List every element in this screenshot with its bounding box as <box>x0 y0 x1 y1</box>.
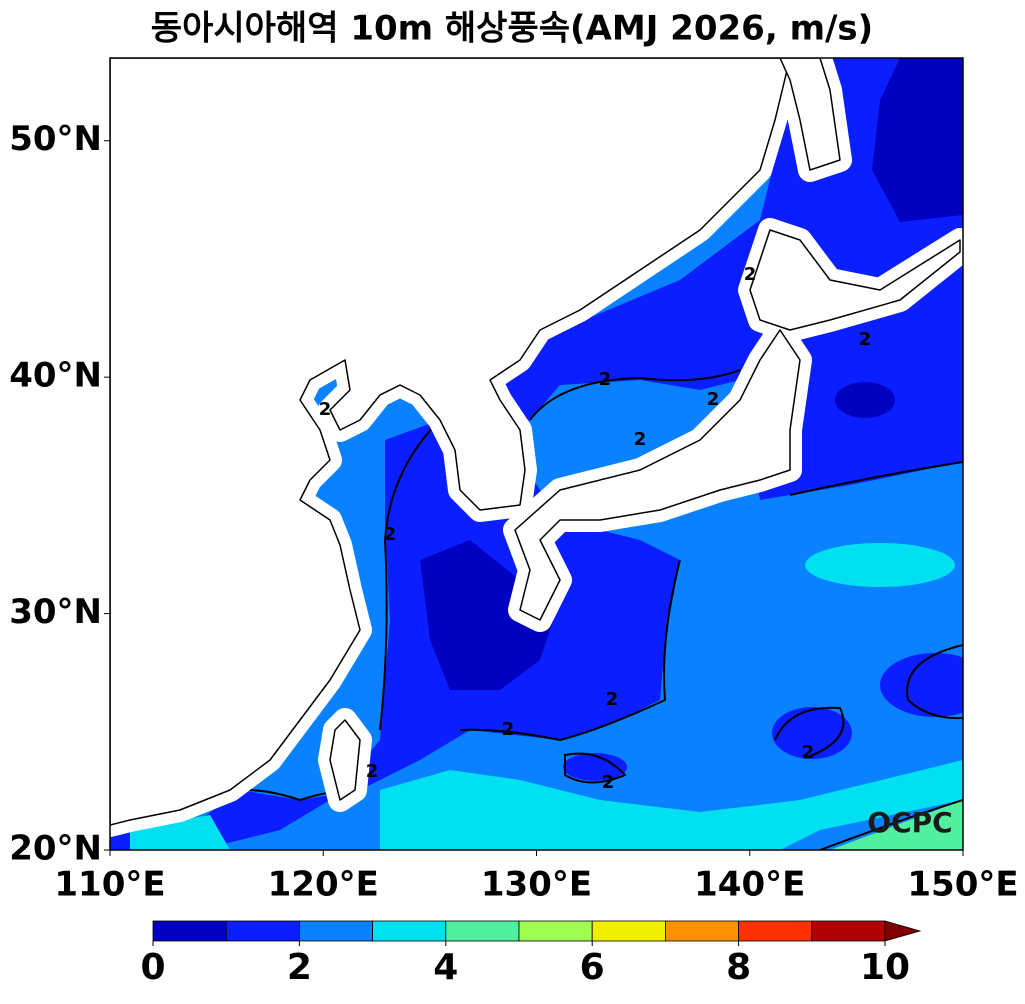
y-tick-label: 50°N <box>9 119 102 159</box>
colorbar-segment <box>372 920 447 942</box>
colorbar-segment <box>445 920 520 942</box>
colorbar-tick-label: 10 <box>860 947 910 988</box>
x-tick-label: 120°E <box>268 865 379 905</box>
x-tick-label: 130°E <box>481 865 592 905</box>
land <box>110 58 963 837</box>
contour-label: 2 <box>707 389 720 410</box>
contour-line <box>529 369 741 421</box>
y-tick-label: 30°N <box>9 592 102 632</box>
map-field <box>110 58 963 850</box>
y-tick-label: 40°N <box>9 356 102 396</box>
colorbar-segment <box>665 920 740 942</box>
x-tick-label: 140°E <box>694 865 805 905</box>
contour-line <box>819 799 963 850</box>
contour-label: 2 <box>859 329 872 350</box>
colorbar-segment <box>152 920 227 942</box>
colorbar-segment <box>811 920 886 942</box>
colorbar-segment <box>298 920 373 942</box>
contour-line <box>774 706 845 759</box>
x-tick-label: 150°E <box>907 865 1018 905</box>
field-band <box>805 543 955 587</box>
contour-label: 2 <box>502 719 515 740</box>
colorbar-tick-label: 0 <box>140 947 165 988</box>
field-band <box>830 800 963 850</box>
y-tick-label: 20°N <box>9 829 102 869</box>
contour-label: 2 <box>602 772 615 793</box>
contour-line <box>379 419 441 731</box>
colorbar-segment <box>591 920 666 942</box>
contour-line <box>789 461 963 496</box>
watermark: OCPC <box>867 806 952 839</box>
contour-label: 2 <box>319 399 332 420</box>
colorbar-tick-label: 6 <box>580 947 605 988</box>
colorbar-tick-label: 2 <box>287 947 312 988</box>
x-tick-label: 110°E <box>54 865 165 905</box>
colorbar-segment <box>225 920 300 942</box>
contour-label: 2 <box>606 689 619 710</box>
field-band <box>880 653 963 717</box>
contour-line <box>459 559 681 742</box>
field-band <box>835 382 895 418</box>
contour-label: 2 <box>744 264 757 285</box>
colorbar-tick-label: 8 <box>726 947 751 988</box>
field-band <box>380 760 963 850</box>
contour-label: 2 <box>366 761 379 782</box>
contour-line <box>564 752 627 784</box>
colorbar-tick-label: 4 <box>433 947 458 988</box>
field-band <box>872 58 963 222</box>
contour-label: 2 <box>802 742 815 763</box>
colorbar-extend <box>884 920 922 942</box>
field-band <box>420 540 560 690</box>
contour-line <box>906 644 963 720</box>
field-band <box>130 815 230 850</box>
contour-label: 2 <box>384 524 397 545</box>
map-title: 동아시아해역 10m 해상풍속(AMJ 2026, m/s) <box>151 9 873 49</box>
colorbar-segment <box>518 920 593 942</box>
contour-label: 2 <box>634 429 647 450</box>
contour-label: 2 <box>599 369 612 390</box>
field-band <box>563 753 627 781</box>
field-band <box>772 707 852 759</box>
colorbar-segment <box>738 920 813 942</box>
